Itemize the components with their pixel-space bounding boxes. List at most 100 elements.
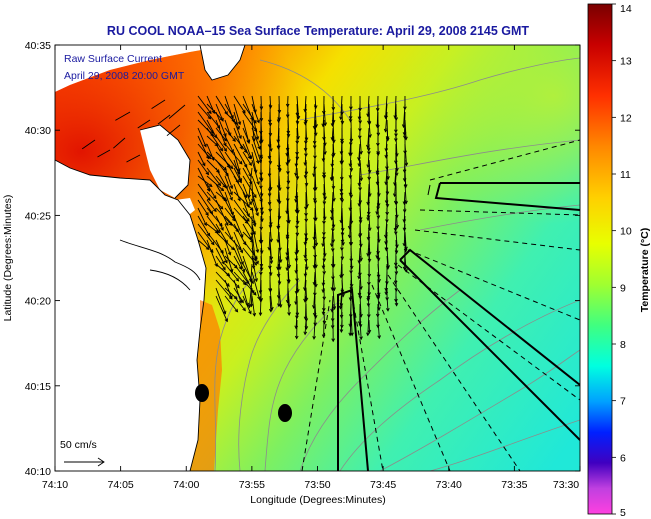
- current-vector-head: [295, 312, 300, 317]
- current-vector-head: [251, 265, 256, 270]
- current-vector-head: [210, 241, 215, 246]
- current-vector: [215, 255, 226, 270]
- current-vector: [404, 143, 407, 166]
- x-tick-label: 73:35: [501, 479, 527, 491]
- colorbar-gradient: [587, 3, 613, 515]
- current-vector-head: [268, 105, 273, 109]
- current-vector: [197, 183, 211, 201]
- current-vector: [233, 103, 241, 125]
- current-vector: [386, 127, 389, 140]
- current-vector: [403, 207, 406, 223]
- current-vector: [197, 191, 213, 214]
- current-vector-head: [252, 223, 257, 228]
- current-vector-head: [249, 303, 254, 308]
- current-vector-head: [229, 295, 233, 300]
- current-vector: [269, 247, 273, 264]
- current-vector: [251, 223, 259, 253]
- current-vector: [242, 135, 252, 159]
- current-vector-head: [238, 135, 242, 140]
- current-vector: [215, 247, 225, 265]
- current-vector-head: [229, 165, 234, 170]
- current-vector: [197, 143, 211, 159]
- current-vector-head: [304, 182, 309, 187]
- current-vector-head: [249, 278, 253, 283]
- current-vector-head: [203, 222, 207, 227]
- current-vector: [395, 207, 398, 228]
- current-vector: [278, 239, 282, 263]
- y-tick-label: 40:25: [25, 210, 51, 222]
- current-vector-head: [212, 195, 217, 200]
- current-vector: [197, 223, 215, 245]
- current-vector: [224, 119, 231, 136]
- current-vector: [367, 207, 370, 218]
- current-vector-head: [331, 276, 335, 281]
- current-vector-head: [224, 318, 228, 323]
- current-vector: [331, 295, 334, 312]
- current-vector: [341, 231, 344, 243]
- current-vector: [314, 95, 317, 109]
- current-vector: [250, 287, 253, 307]
- current-vector: [287, 143, 290, 163]
- current-vector: [197, 127, 207, 147]
- current-vector: [331, 199, 334, 220]
- current-vector-head: [223, 142, 227, 147]
- current-vector-head: [207, 115, 212, 120]
- current-vector-head: [219, 147, 224, 152]
- current-vector-head: [393, 280, 398, 285]
- current-vector: [287, 247, 290, 268]
- current-vector: [323, 103, 326, 126]
- current-vector: [304, 319, 307, 335]
- current-vector: [385, 143, 388, 158]
- current-vector: [286, 191, 289, 214]
- colorbar-tick-label: 9: [620, 282, 626, 294]
- current-vector-head: [220, 227, 224, 231]
- current-vector-head: [254, 278, 258, 283]
- x-axis: 74:10 74:05 74:00 73:55 73:50 73:45 73:40 73:35…: [42, 45, 581, 491]
- current-vector: [269, 263, 272, 276]
- current-vector: [376, 239, 379, 259]
- current-vector: [349, 183, 352, 196]
- current-vector: [260, 119, 263, 143]
- current-vector: [296, 119, 299, 139]
- current-vector: [215, 135, 227, 152]
- current-vector: [386, 295, 389, 311]
- current-vector: [368, 319, 370, 333]
- y-tick-label: 40:15: [25, 381, 51, 393]
- current-vector-head: [322, 320, 327, 325]
- current-vector-head: [229, 268, 234, 273]
- current-vector: [296, 191, 299, 213]
- current-vector: [395, 231, 398, 248]
- current-vector-head: [383, 128, 388, 133]
- current-vector: [269, 135, 272, 152]
- current-vector: [251, 295, 256, 316]
- current-vector: [242, 175, 257, 198]
- current-vector: [126, 154, 141, 163]
- current-vector-head: [217, 182, 222, 187]
- current-vector-head: [255, 260, 259, 265]
- current-vector: [340, 151, 343, 164]
- current-vector-head: [239, 249, 244, 254]
- current-vector: [224, 231, 242, 251]
- current-vector: [233, 255, 242, 270]
- current-vector-head: [216, 125, 221, 129]
- current-vector-head: [230, 114, 234, 119]
- current-vector: [331, 127, 334, 140]
- land-patch-bay: [140, 125, 190, 198]
- current-vector-head: [376, 324, 380, 329]
- current-vector: [233, 215, 244, 238]
- current-vector: [404, 231, 407, 250]
- coastline: [55, 45, 246, 471]
- current-vector-head: [235, 277, 240, 282]
- current-vector: [377, 223, 380, 243]
- current-vector: [260, 183, 263, 197]
- station-marker: [195, 384, 209, 402]
- current-vector: [242, 143, 251, 159]
- current-vector: [296, 239, 298, 253]
- current-vector: [332, 287, 335, 310]
- colorbar-tick-label: 10: [620, 226, 632, 238]
- current-vector: [304, 95, 307, 112]
- current-vector: [322, 279, 325, 293]
- current-vector-head: [303, 147, 308, 152]
- current-vector: [242, 127, 250, 143]
- current-vector-head: [247, 155, 251, 160]
